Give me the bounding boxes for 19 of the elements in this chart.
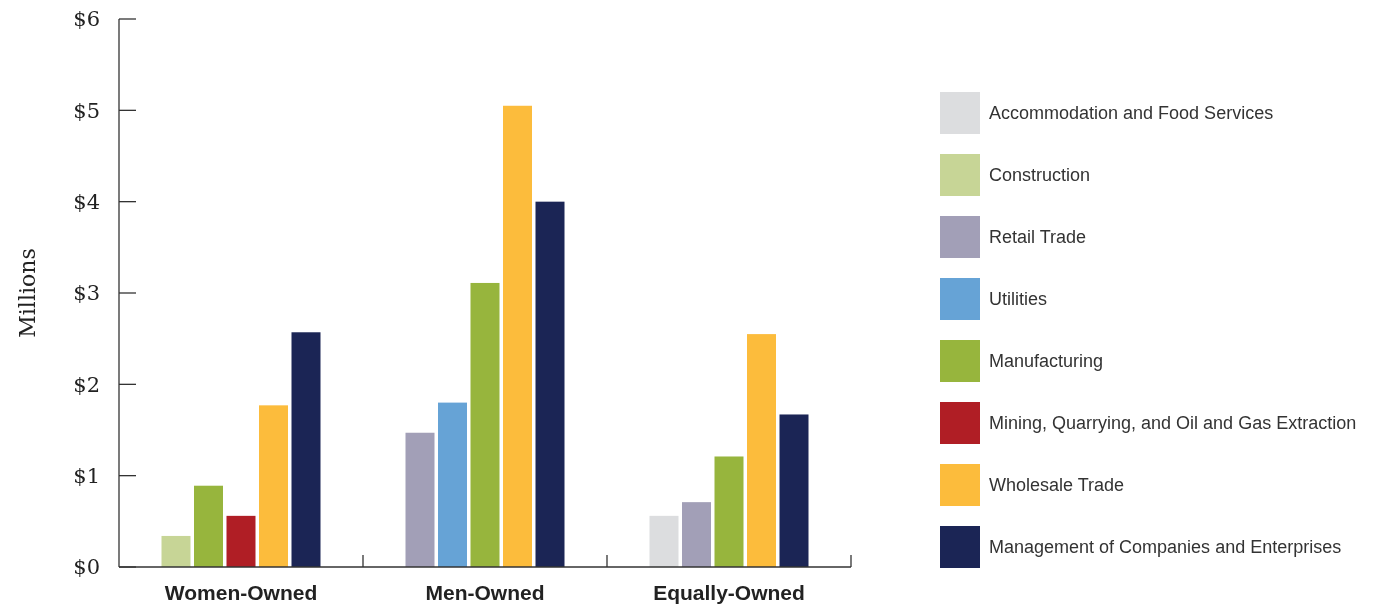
legend-label: Management of Companies and Enterprises bbox=[989, 537, 1342, 558]
y-tick-label: $1 bbox=[73, 464, 100, 489]
legend-label: Manufacturing bbox=[989, 351, 1104, 372]
legend-label: Utilities bbox=[989, 289, 1048, 310]
x-tick-label: Men-Owned bbox=[425, 581, 545, 604]
y-tick-label: $4 bbox=[73, 190, 100, 215]
x-tick-label: Equally-Owned bbox=[653, 581, 805, 604]
legend-label: Construction bbox=[989, 165, 1091, 186]
legend-label: Mining, Quarrying, and Oil and Gas Extraction bbox=[989, 413, 1357, 434]
legend-label: Retail Trade bbox=[989, 227, 1087, 248]
y-axis-title: Millions bbox=[15, 248, 40, 338]
y-tick-label: $6 bbox=[73, 7, 100, 32]
y-tick-label: $2 bbox=[73, 372, 100, 397]
legend-label: Wholesale Trade bbox=[989, 475, 1125, 496]
legend-label: Accommodation and Food Services bbox=[989, 103, 1274, 124]
y-tick-label: $3 bbox=[73, 281, 100, 306]
x-tick-label: Women-Owned bbox=[164, 581, 318, 604]
y-tick-label: $5 bbox=[73, 98, 100, 123]
y-tick-label: $0 bbox=[73, 555, 100, 580]
